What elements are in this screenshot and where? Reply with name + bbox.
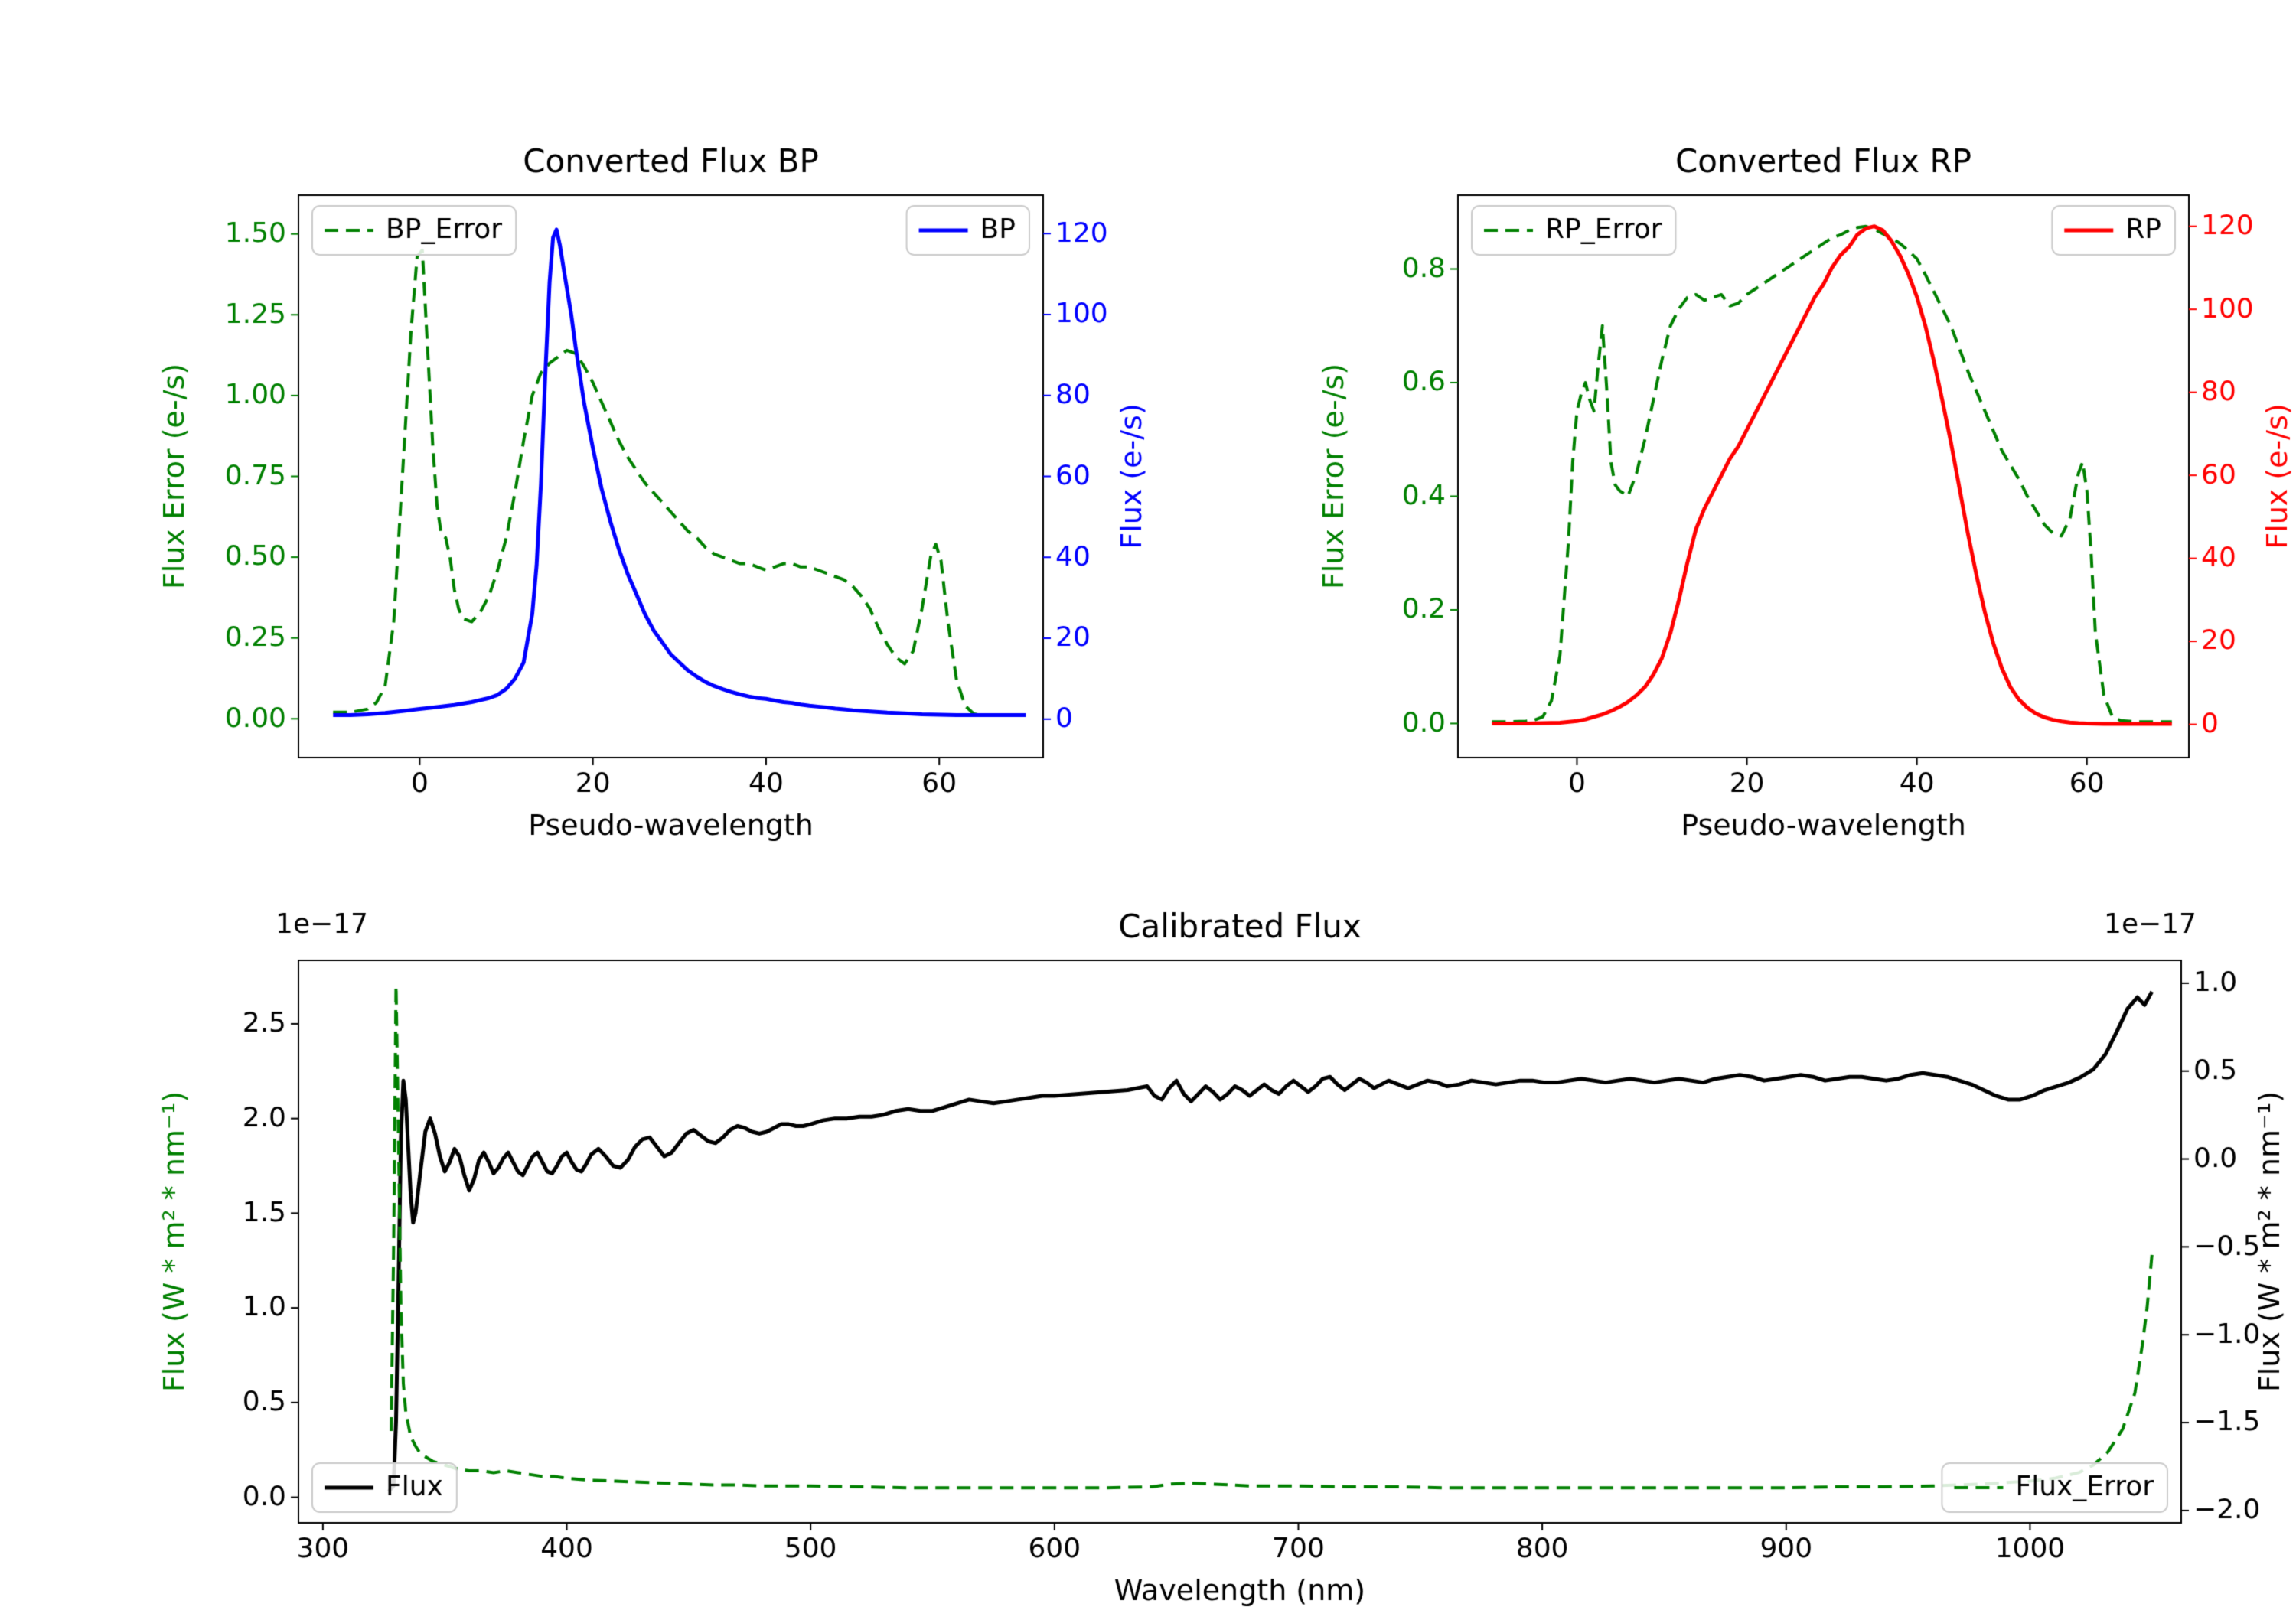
chart-cal [0,857,2296,1607]
chart-bp [0,0,1148,857]
chart-rp [1148,0,2296,857]
